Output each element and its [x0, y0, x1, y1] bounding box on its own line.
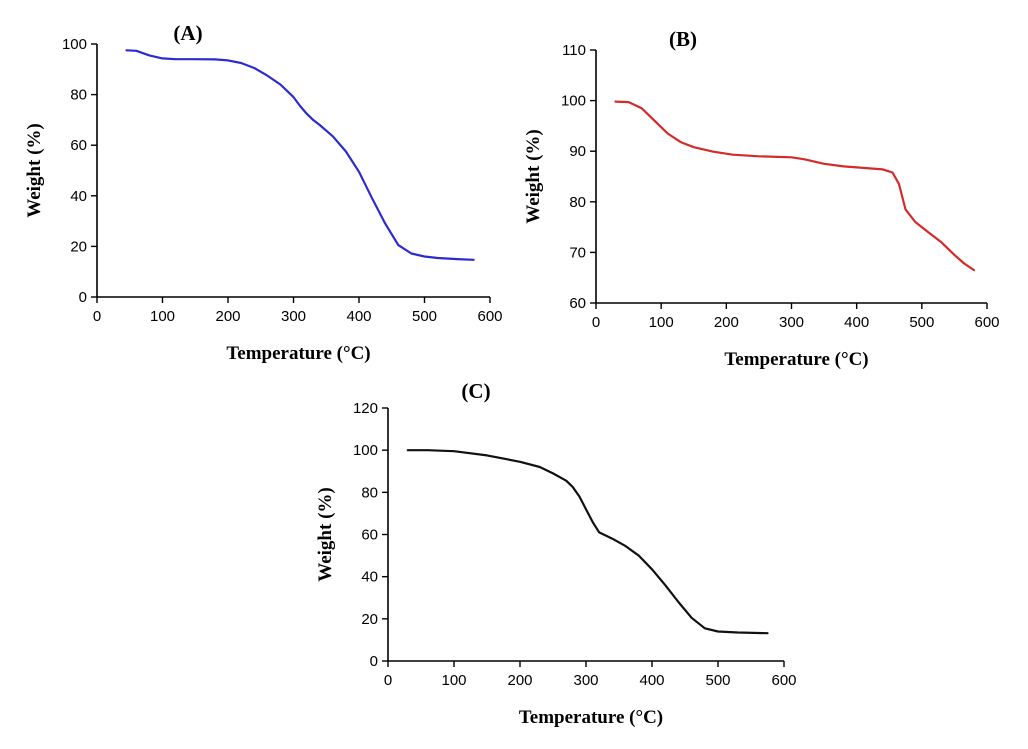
- y-tick-label: 80: [361, 484, 378, 501]
- x-tick-label: 300: [573, 672, 598, 689]
- x-axis-title: Temperature (°C): [226, 343, 370, 364]
- series-line-C: [406, 449, 769, 635]
- y-tick-label: 70: [569, 244, 586, 261]
- y-tick-label: 120: [353, 400, 378, 417]
- y-tick-label: 100: [353, 442, 378, 459]
- x-tick-label: 500: [705, 672, 730, 689]
- panel-label: (A): [173, 21, 202, 45]
- series-line-B: [614, 100, 976, 272]
- x-tick-label: 300: [281, 308, 306, 325]
- y-tick-label: 100: [561, 93, 586, 110]
- x-tick-label: 200: [215, 308, 240, 325]
- y-tick-label: 20: [361, 611, 378, 628]
- y-tick-label: 100: [62, 36, 87, 53]
- x-tick-label: 600: [974, 314, 999, 331]
- x-tick-label: 200: [714, 314, 739, 331]
- x-tick-label: 400: [639, 672, 664, 689]
- x-tick-label: 200: [507, 672, 532, 689]
- y-tick-label: 40: [361, 569, 378, 586]
- panel-2: (B) 0 100 200 300 400 500 600 60 70 80 90 100 110 Temp…: [523, 27, 1000, 370]
- y-tick-label: 60: [361, 527, 378, 544]
- x-tick-label: 300: [779, 314, 804, 331]
- y-tick-label: 40: [70, 188, 87, 205]
- panel-1: (A) 0 100 200 300 400 500 600 0 20 40 60 80 100 Temper…: [24, 21, 503, 364]
- x-tick-label: 0: [592, 314, 600, 331]
- x-tick-label: 500: [412, 308, 437, 325]
- x-tick-label: 500: [909, 314, 934, 331]
- x-tick-label: 100: [649, 314, 674, 331]
- x-tick-label: 600: [477, 308, 502, 325]
- y-tick-label: 80: [569, 194, 586, 211]
- x-tick-label: 100: [150, 308, 175, 325]
- x-tick-label: 0: [93, 308, 101, 325]
- y-tick-label: 90: [569, 143, 586, 160]
- x-tick-label: 0: [384, 672, 392, 689]
- y-tick-label: 60: [569, 295, 586, 312]
- x-tick-label: 100: [441, 672, 466, 689]
- panel-label: (B): [669, 27, 697, 51]
- y-tick-label: 0: [370, 653, 378, 670]
- y-axis-title: Weight (%): [24, 123, 45, 217]
- x-axis-title: Temperature (°C): [724, 349, 868, 370]
- y-tick-label: 80: [70, 87, 87, 104]
- y-axis-title: Weight (%): [315, 487, 336, 581]
- panel-3: (C) 0 100 200 300 400 500 600 0 20 40 60 80 100 120 Tem…: [315, 379, 797, 728]
- y-tick-label: 20: [70, 238, 87, 255]
- x-tick-label: 400: [346, 308, 371, 325]
- series-line-A: [125, 49, 475, 261]
- x-tick-label: 400: [844, 314, 869, 331]
- x-axis-title: Temperature (°C): [519, 707, 663, 728]
- panel-label: (C): [461, 379, 490, 403]
- x-tick-label: 600: [771, 672, 796, 689]
- y-tick-label: 110: [562, 42, 586, 59]
- y-axis-title: Weight (%): [523, 129, 544, 223]
- y-tick-label: 60: [70, 137, 87, 154]
- y-tick-label: 0: [79, 289, 87, 306]
